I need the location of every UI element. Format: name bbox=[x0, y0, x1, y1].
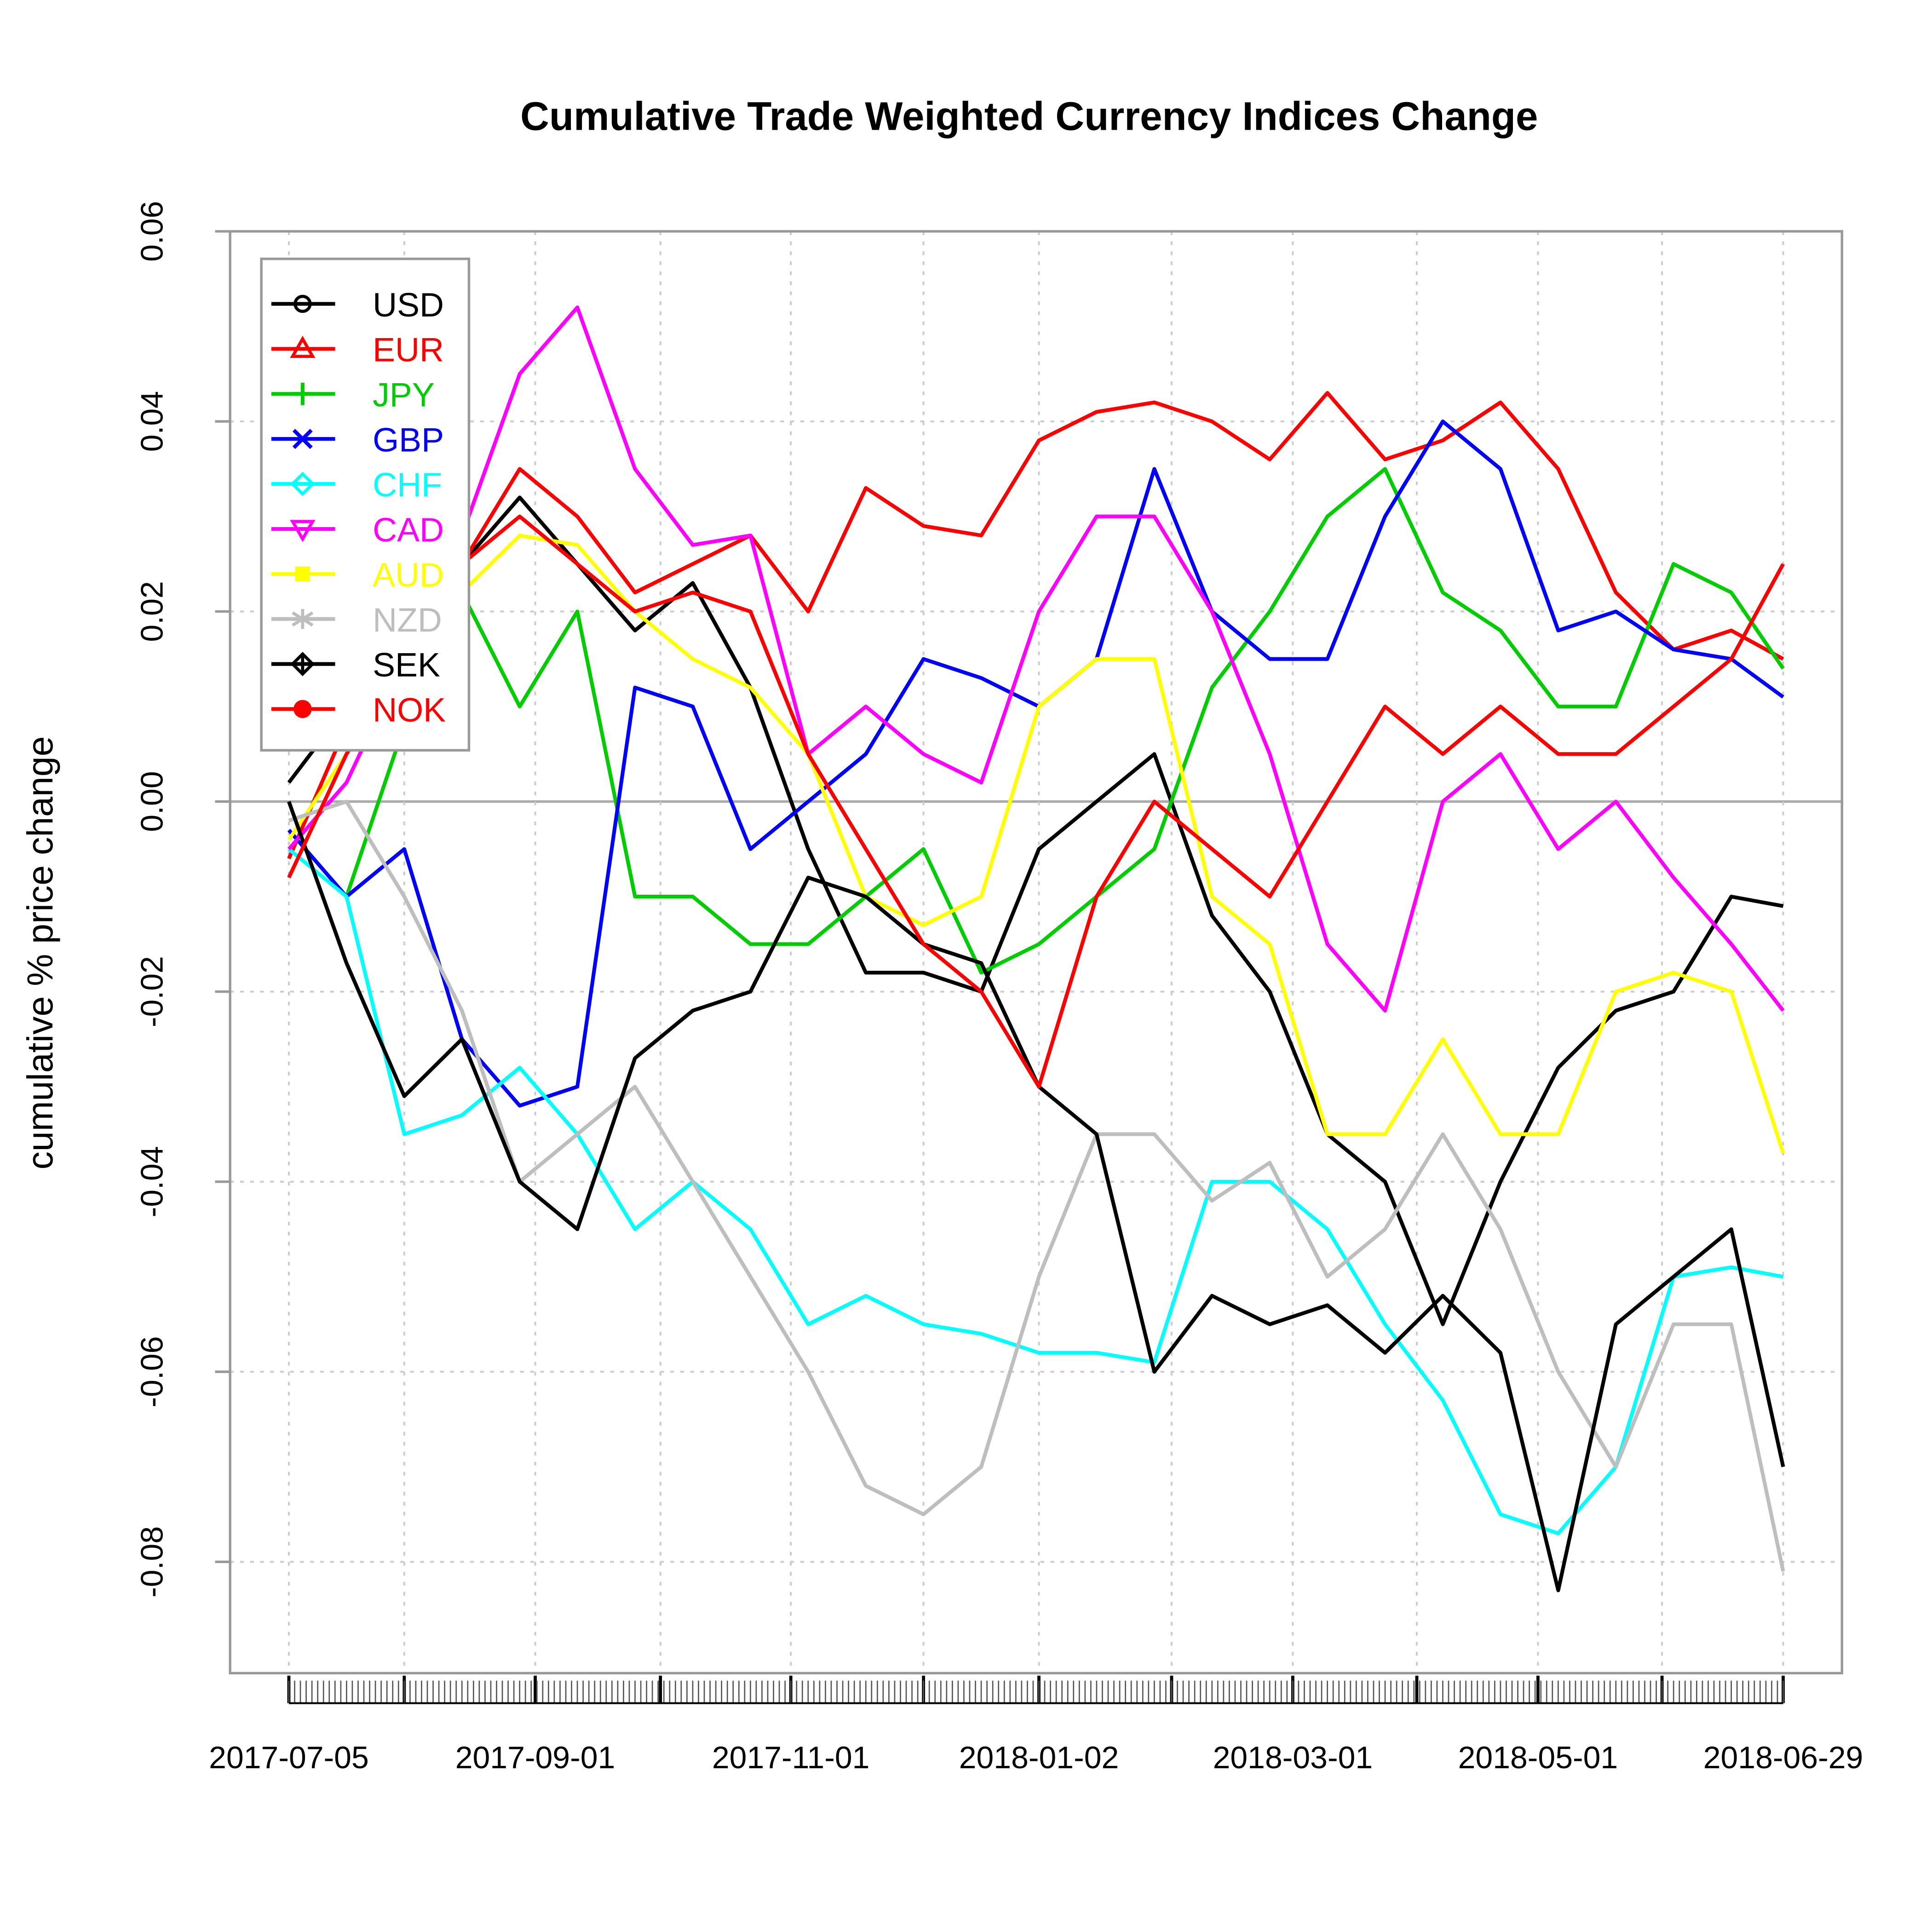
legend-marker-cross-icon bbox=[292, 429, 313, 449]
legend-label: JPY bbox=[373, 376, 435, 414]
x-tick-label: 2017-09-01 bbox=[455, 1740, 615, 1775]
legend-label: CAD bbox=[373, 511, 444, 549]
legend-label: USD bbox=[373, 286, 444, 324]
series-line-usd bbox=[287, 495, 1784, 1326]
legend: USD EUR JPY GBP CHF CAD AUD NZD SEK NOK bbox=[260, 258, 471, 752]
series-line-eur bbox=[287, 391, 1784, 860]
y-tick-label: 0.00 bbox=[134, 771, 169, 832]
x-tick-label: 2018-03-01 bbox=[1213, 1740, 1373, 1775]
legend-label: GBP bbox=[373, 421, 444, 459]
x-tick-label: 2017-11-01 bbox=[712, 1740, 870, 1775]
legend-marker-diamond-icon bbox=[290, 472, 315, 496]
y-tick-label: 0.02 bbox=[134, 581, 169, 642]
x-tick-label: 2017-07-05 bbox=[209, 1740, 369, 1775]
axes: 0.06 0.04 0.02 0.00 -0.02 -0.04 -0.06 -0.08 2017… bbox=[134, 201, 1863, 1775]
x-tick-label: 2018-06-29 bbox=[1703, 1740, 1863, 1775]
y-tick-label: -0.06 bbox=[134, 1336, 169, 1408]
series-line-nzd bbox=[288, 799, 1785, 1572]
legend-label: SEK bbox=[373, 646, 440, 684]
plot-frame bbox=[229, 230, 1843, 1674]
series-group bbox=[287, 305, 1785, 1593]
series-line-aud bbox=[287, 533, 1785, 1154]
grid bbox=[230, 230, 1842, 1673]
legend-label: AUD bbox=[373, 556, 444, 594]
chart-title: Cumulative Trade Weighted Currency Indic… bbox=[520, 94, 1538, 139]
y-axis-label: cumulative % price change bbox=[20, 736, 60, 1169]
y-tick-label: -0.08 bbox=[134, 1526, 169, 1598]
legend-label: CHF bbox=[373, 466, 442, 504]
legend-label: EUR bbox=[373, 331, 444, 369]
legend-label: NOK bbox=[373, 691, 446, 729]
legend-marker-asterisk-icon bbox=[292, 609, 314, 629]
legend-marker-triangle-down-icon bbox=[290, 520, 316, 542]
legend-marker-diamond-icon bbox=[290, 651, 315, 677]
series-line-jpy bbox=[287, 467, 1785, 975]
y-tick-label: -0.04 bbox=[134, 1146, 169, 1217]
legend-marker-circle-icon bbox=[293, 294, 312, 313]
legend-marker-circle-icon bbox=[293, 700, 312, 719]
series-line-nok bbox=[287, 514, 1785, 1089]
series-line-cad bbox=[287, 305, 1785, 1013]
x-tick-label: 2018-01-02 bbox=[959, 1740, 1119, 1775]
y-tick-label: 0.04 bbox=[134, 391, 169, 452]
legend-label: NZD bbox=[373, 601, 442, 639]
x-tick-label: 2018-05-01 bbox=[1458, 1740, 1618, 1775]
legend-marker-triangle-icon bbox=[290, 335, 316, 358]
y-tick-label: 0.06 bbox=[134, 201, 169, 262]
y-tick-label: -0.02 bbox=[134, 956, 169, 1027]
series-line-chf bbox=[288, 847, 1784, 1535]
legend-marker-square-icon bbox=[295, 566, 310, 582]
legend-marker-plus-icon bbox=[291, 382, 314, 405]
